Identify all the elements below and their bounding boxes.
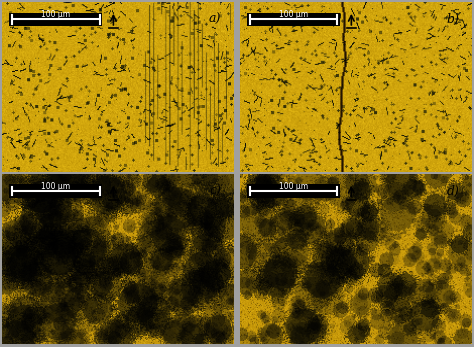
Text: 100 μm: 100 μm (279, 182, 308, 191)
Text: 100 μm: 100 μm (41, 10, 70, 19)
Text: 100 μm: 100 μm (279, 10, 308, 19)
Bar (247, 184, 340, 198)
Text: d): d) (447, 185, 460, 198)
Bar (247, 12, 340, 26)
Text: a): a) (209, 13, 221, 26)
Bar (9, 184, 102, 198)
Text: c): c) (209, 185, 221, 198)
Text: b): b) (447, 13, 460, 26)
Bar (9, 12, 102, 26)
Text: 100 μm: 100 μm (41, 182, 70, 191)
